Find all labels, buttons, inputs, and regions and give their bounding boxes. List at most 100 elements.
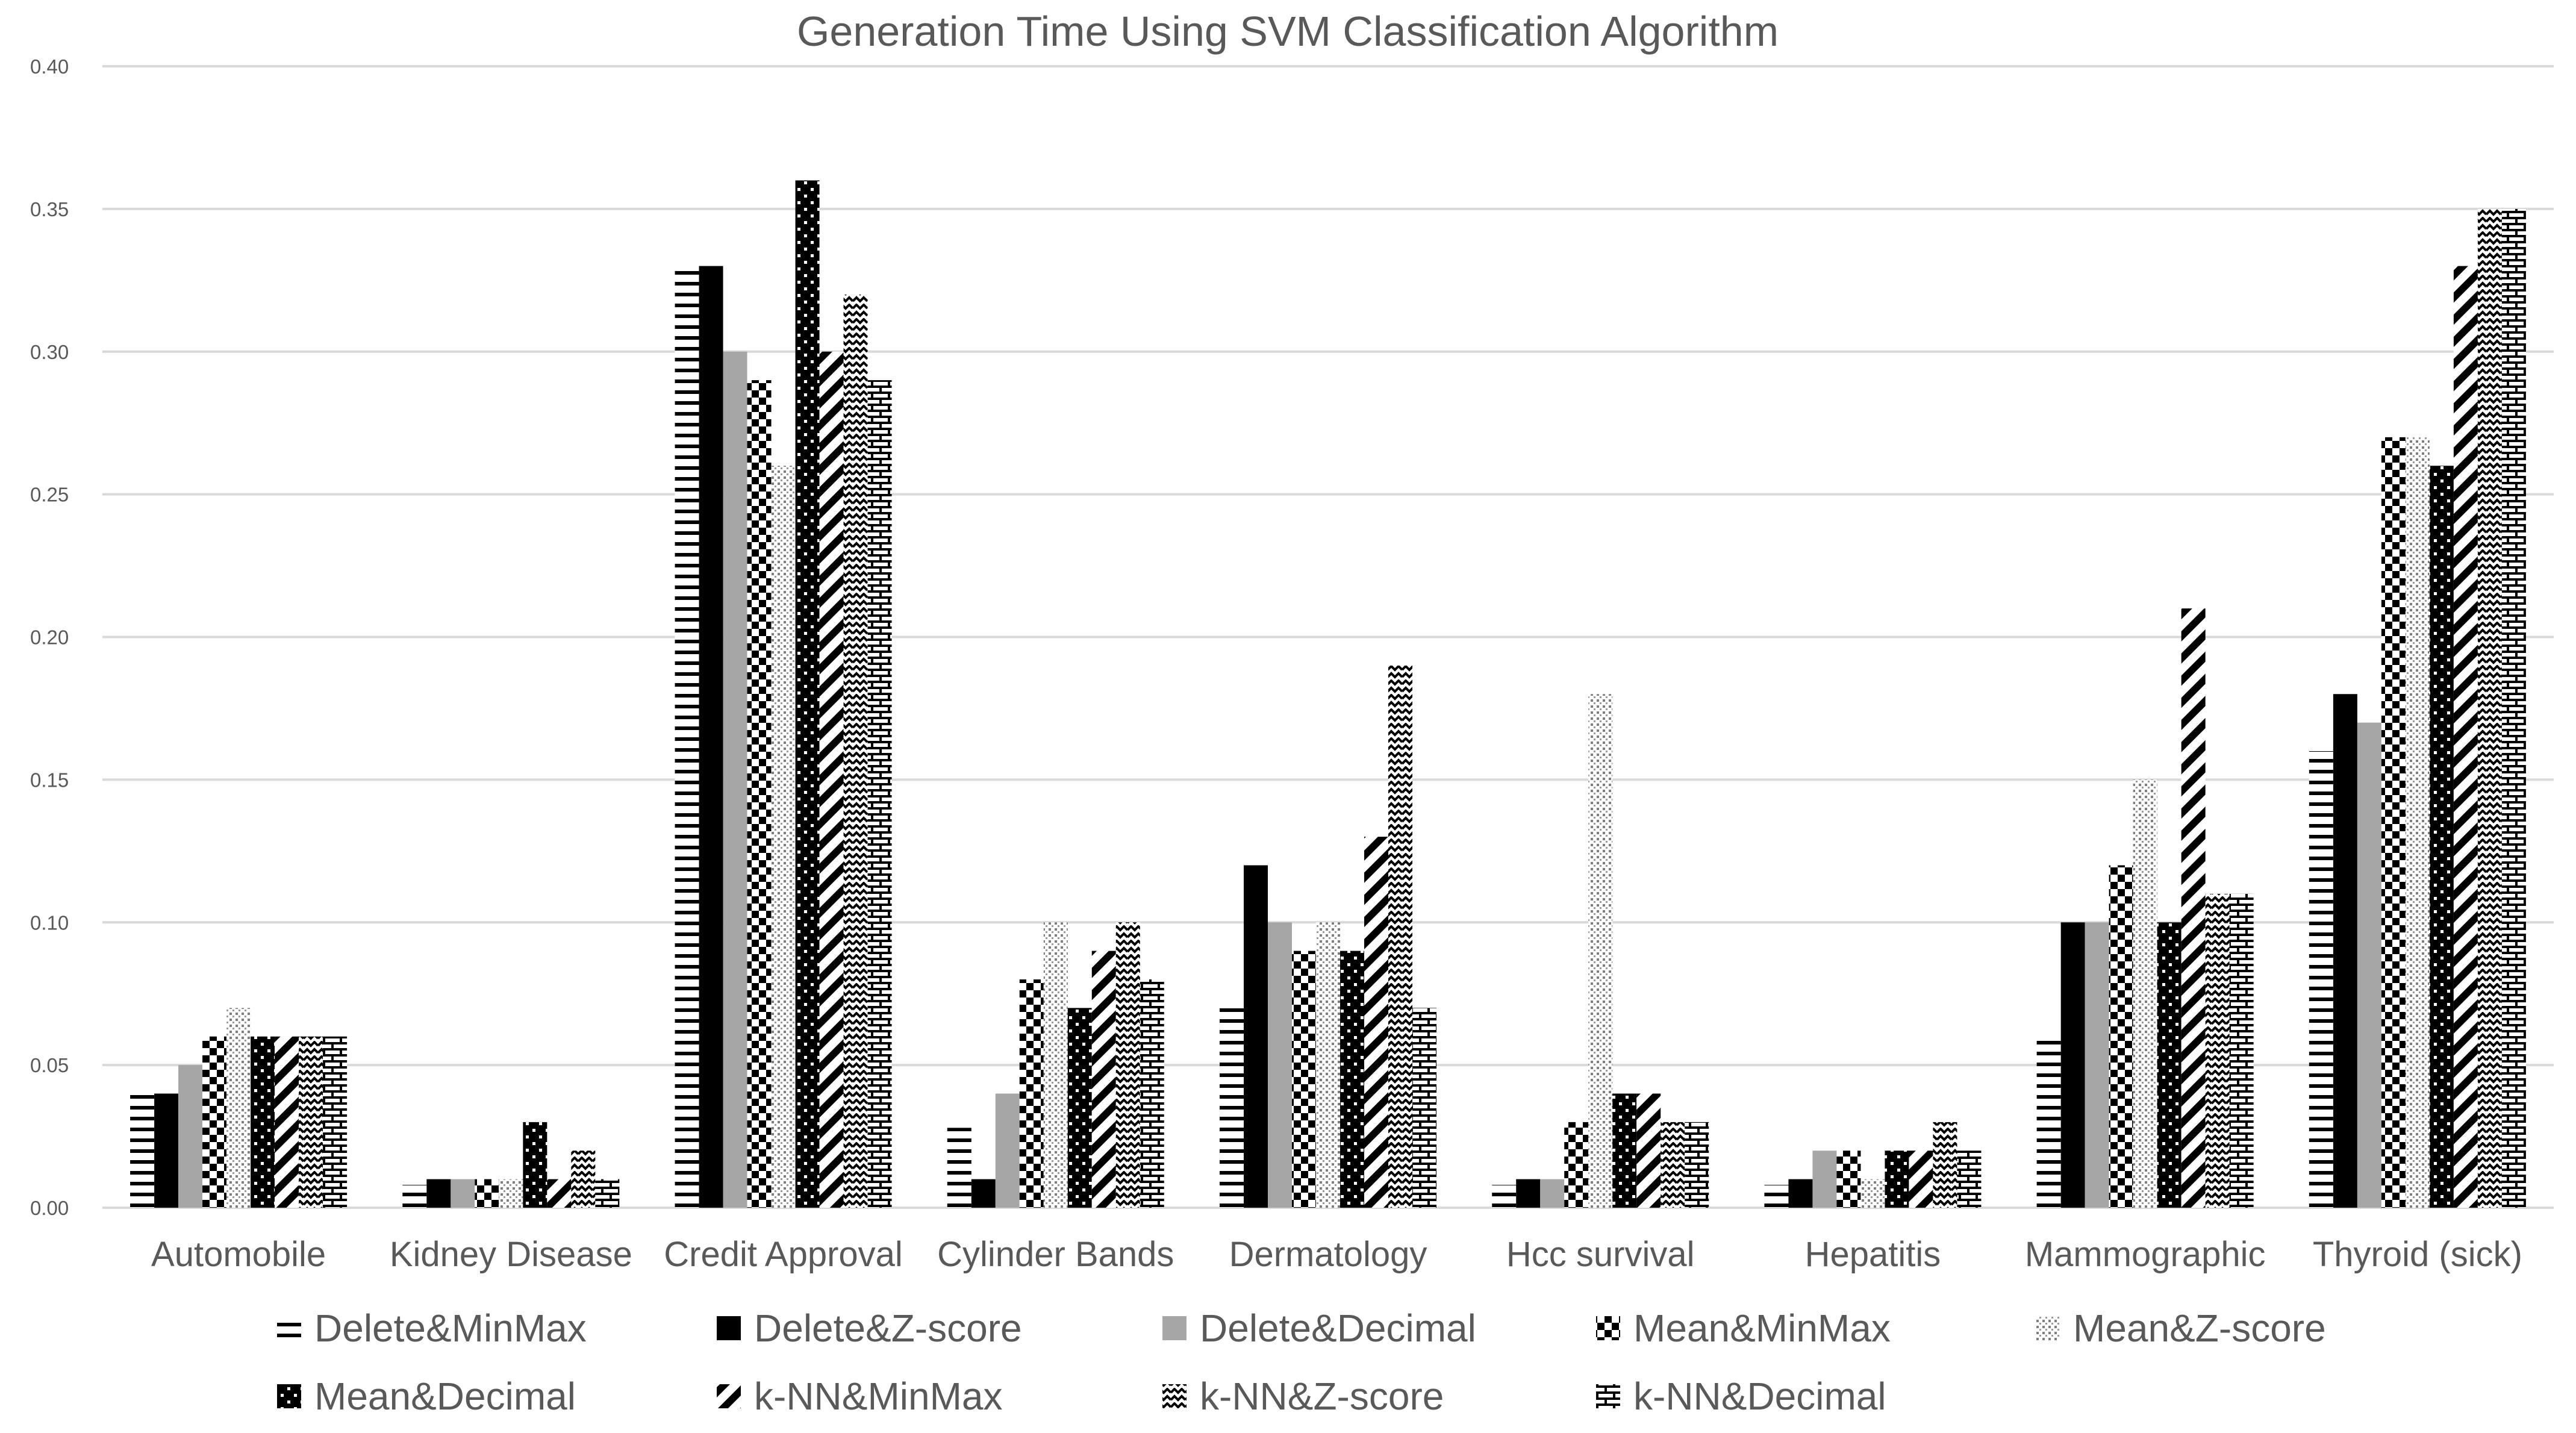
bar <box>2133 779 2157 1208</box>
x-category-label: Hcc survival <box>1506 1235 1695 1274</box>
bar <box>771 466 796 1208</box>
bar <box>1636 1093 1661 1208</box>
bar <box>1564 1122 1589 1208</box>
bar <box>1043 922 1068 1208</box>
bar <box>1860 1179 1885 1208</box>
y-tick-label: 0.40 <box>30 55 69 78</box>
legend-label: Delete&MinMax <box>314 1307 587 1350</box>
x-category-label: Dermatology <box>1229 1235 1427 1274</box>
bar <box>867 380 892 1208</box>
x-axis-categories: Automobile Kidney Disease Credit Approval C… <box>151 1235 2522 1274</box>
bar <box>1220 1008 1244 1208</box>
bar <box>1364 837 1388 1208</box>
bar <box>2205 893 2230 1208</box>
bar <box>226 1008 251 1208</box>
bar <box>1492 1185 1517 1208</box>
bar <box>1140 979 1164 1208</box>
x-category-label: Automobile <box>151 1235 326 1274</box>
bar <box>2036 1036 2061 1208</box>
bar <box>2109 865 2133 1208</box>
bar <box>1244 865 1268 1208</box>
bar <box>1412 1008 1436 1208</box>
bar <box>2453 266 2478 1208</box>
bar <box>323 1036 348 1208</box>
bar <box>547 1179 572 1208</box>
legend-swatch <box>277 1384 301 1408</box>
legend-label: Mean&Decimal <box>314 1375 576 1418</box>
bar <box>2060 922 2085 1208</box>
bar <box>2157 922 2181 1208</box>
bar <box>1316 922 1340 1208</box>
bar <box>699 266 723 1208</box>
bar <box>1764 1185 1789 1208</box>
bar <box>1685 1122 1709 1208</box>
bar <box>2429 466 2454 1208</box>
bar <box>523 1122 547 1208</box>
bar <box>1340 951 1364 1208</box>
legend-swatch <box>2036 1316 2060 1340</box>
bar <box>2381 437 2406 1208</box>
legend-label: Delete&Z-score <box>754 1307 1022 1350</box>
bar <box>1588 694 1613 1208</box>
y-tick-label: 0.20 <box>30 626 69 649</box>
legend-swatch <box>277 1316 301 1340</box>
legend-swatch <box>1162 1384 1187 1408</box>
bar <box>795 180 820 1208</box>
legend-label: Delete&Decimal <box>1200 1307 1476 1350</box>
bar <box>2309 751 2333 1208</box>
bar <box>1812 1150 1837 1208</box>
bar <box>451 1179 475 1208</box>
bar <box>1957 1150 1982 1208</box>
bar <box>426 1179 451 1208</box>
bar <box>595 1179 620 1208</box>
bar <box>971 1179 996 1208</box>
y-tick-label: 0.10 <box>30 911 69 934</box>
legend-label: k-NN&Decimal <box>1633 1375 1886 1418</box>
x-category-label: Hepatitis <box>1805 1235 1941 1274</box>
bar <box>819 351 844 1208</box>
legend-swatch <box>1162 1316 1187 1340</box>
x-category-label: Cylinder Bands <box>937 1235 1174 1274</box>
legend-swatch <box>1596 1316 1620 1340</box>
y-tick-label: 0.05 <box>30 1054 69 1076</box>
bar <box>843 295 868 1208</box>
bar <box>2229 893 2254 1208</box>
x-category-label: Kidney Disease <box>390 1235 632 1274</box>
x-category-label: Thyroid (sick) <box>2313 1235 2522 1274</box>
bar <box>130 1093 155 1208</box>
bar <box>1540 1179 1565 1208</box>
bar <box>154 1093 179 1208</box>
bar <box>2477 208 2502 1208</box>
x-category-label: Credit Approval <box>664 1235 903 1274</box>
legend-label: k-NN&MinMax <box>754 1375 1002 1418</box>
bar <box>1933 1122 1957 1208</box>
gridlines <box>102 65 2554 1209</box>
bar <box>1019 979 1044 1208</box>
legend-swatch <box>1596 1384 1620 1408</box>
bar <box>1788 1179 1813 1208</box>
bar <box>178 1065 203 1208</box>
bars <box>130 180 2526 1208</box>
bar <box>995 1093 1020 1208</box>
bar <box>1292 951 1316 1208</box>
legend-label: Mean&Z-score <box>2073 1307 2326 1350</box>
bar <box>202 1036 227 1208</box>
chart-title: Generation Time Using SVM Classification… <box>797 8 1779 55</box>
bar <box>2501 208 2526 1208</box>
bar <box>2405 437 2430 1208</box>
bar <box>571 1150 596 1208</box>
bar <box>675 266 699 1208</box>
bar <box>1836 1150 1861 1208</box>
bar <box>723 351 747 1208</box>
bar <box>251 1036 275 1208</box>
bar <box>2333 694 2357 1208</box>
bar <box>1909 1150 1933 1208</box>
bar <box>1661 1122 1685 1208</box>
bar <box>1067 1008 1092 1208</box>
bar <box>747 380 772 1208</box>
legend-swatch <box>717 1316 741 1340</box>
y-tick-label: 0.30 <box>30 341 69 363</box>
legend-label: Mean&MinMax <box>1633 1307 1891 1350</box>
bar <box>499 1179 523 1208</box>
